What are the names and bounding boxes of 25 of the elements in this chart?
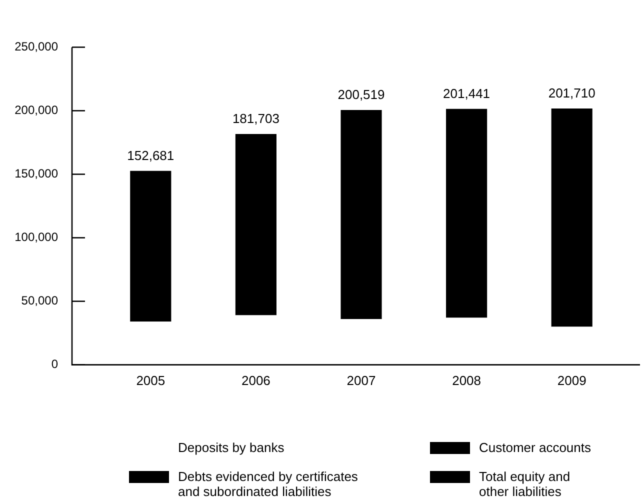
total-label: 200,519 (338, 87, 385, 102)
total-label: 201,441 (443, 86, 490, 101)
total-label: 201,710 (548, 86, 596, 101)
total-label: 181,703 (232, 111, 280, 126)
bar (340, 110, 382, 320)
x-tick-label: 2007 (346, 373, 376, 388)
y-tick-label: 150,000 (14, 166, 58, 181)
total-label: 152,681 (127, 148, 174, 163)
y-tick-label: 50,000 (21, 294, 58, 308)
y-tick-label: 200,000 (14, 103, 58, 118)
bar (551, 108, 592, 327)
bar (235, 134, 276, 316)
x-tick-label: 2008 (452, 373, 482, 388)
legend-label: Total equity and other liabilities (479, 469, 572, 499)
text: Deposits by banks (178, 440, 284, 455)
bar (446, 108, 488, 318)
bar (130, 170, 172, 322)
y-tick-label: 0 (51, 357, 58, 372)
legend-label: Customer accounts (479, 440, 591, 455)
x-tick-label: 2006 (241, 373, 270, 388)
x-tick-label: 2005 (136, 373, 166, 388)
legend-label: Debts evidenced by certificates and subordinated liabilities (178, 469, 359, 499)
y-tick-label: 100,000 (14, 230, 58, 244)
x-tick-label: 2009 (557, 373, 586, 388)
y-tick-label: 250,000 (14, 40, 58, 54)
